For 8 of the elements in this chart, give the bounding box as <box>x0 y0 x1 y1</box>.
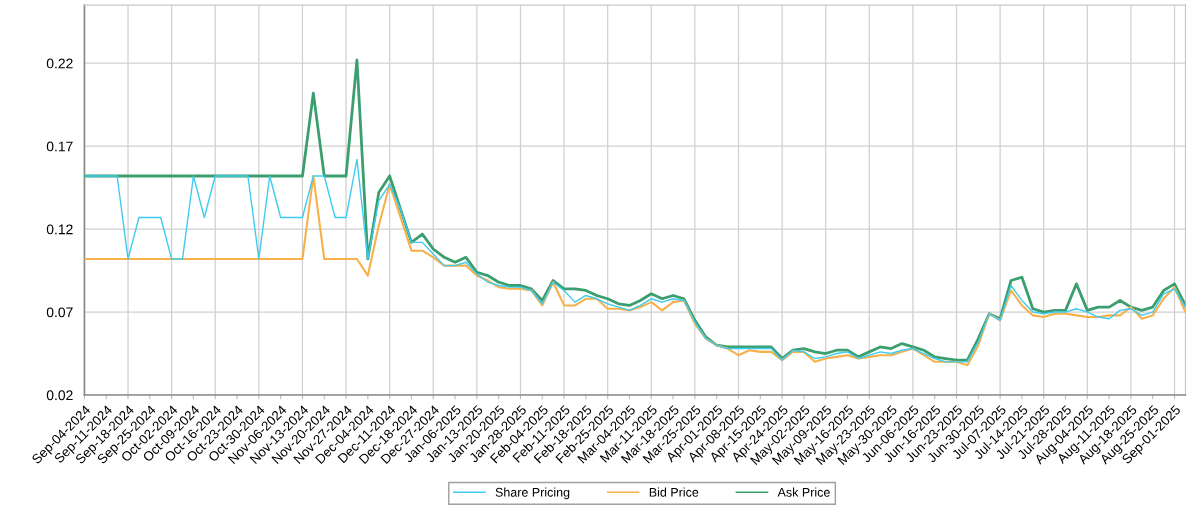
y-tick-label: 0.17 <box>46 141 73 152</box>
legend-label: Ask Price <box>777 487 830 497</box>
y-tick-label: 0.02 <box>46 390 73 401</box>
y-tick-label: 0.12 <box>46 224 73 235</box>
legend-label: Share Pricing <box>495 487 570 500</box>
y-tick-label: 0.22 <box>46 58 73 69</box>
legend-label: Bid Price <box>649 487 699 497</box>
y-tick-label: 0.07 <box>46 307 73 318</box>
